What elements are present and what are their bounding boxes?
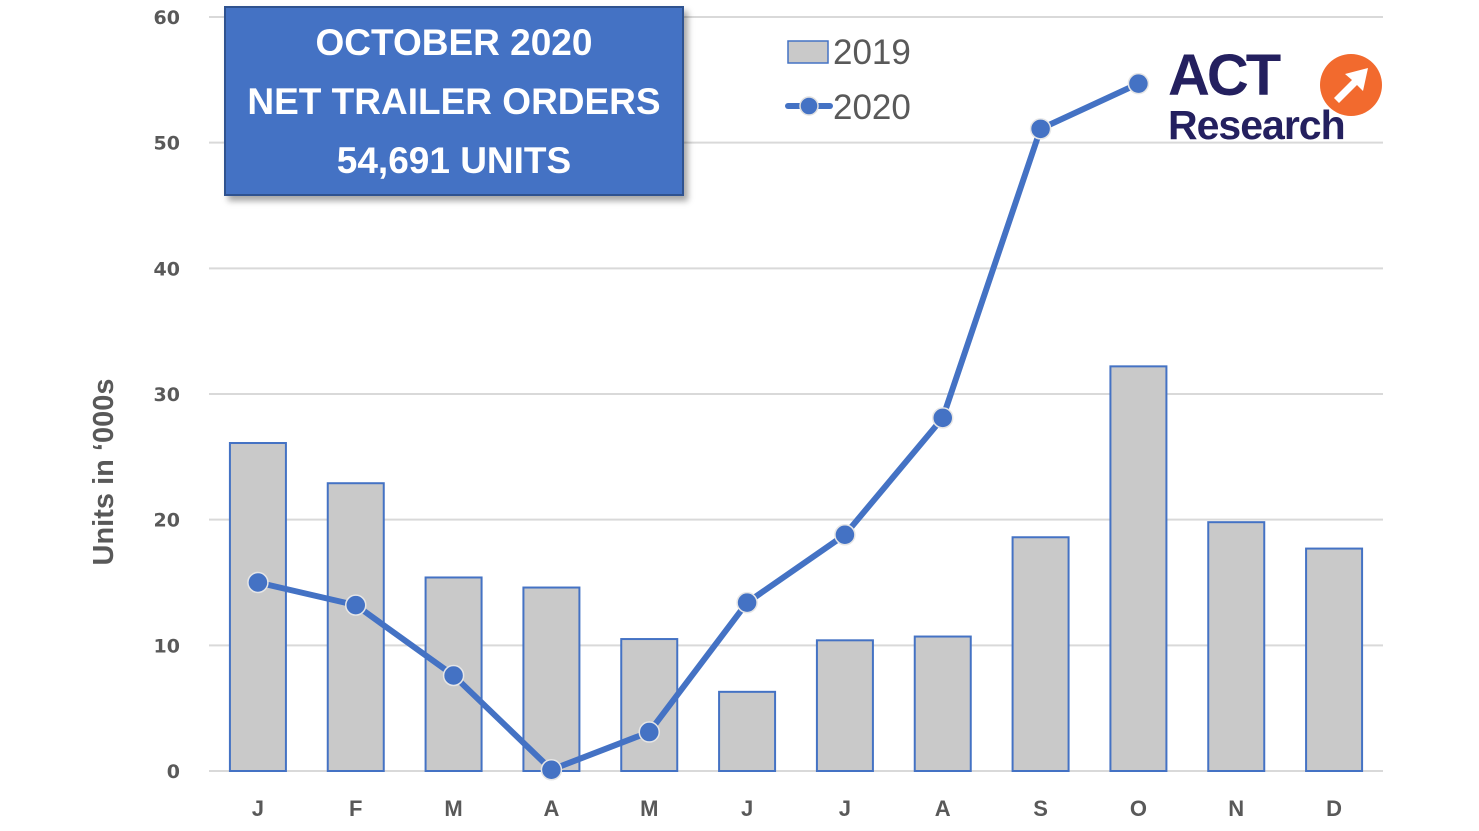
line-path-2020: [257, 80, 1140, 773]
x-tick-label: M: [640, 796, 658, 821]
x-tick-label: J: [252, 796, 264, 821]
bar-2019: [1011, 536, 1070, 773]
bar-2019: [1305, 547, 1364, 772]
x-tick-label: A: [935, 796, 951, 821]
y-tick-label: 40: [154, 258, 180, 280]
title-line-2: NET TRAILER ORDERS: [247, 80, 661, 122]
marker-2020: [834, 523, 856, 546]
legend: 2019 2020: [785, 33, 911, 127]
marker-2020: [638, 721, 660, 743]
x-tick-label: J: [741, 796, 753, 821]
y-tick-label: 50: [154, 133, 180, 155]
marker-2020: [932, 407, 954, 429]
x-tick-label: J: [839, 796, 851, 821]
x-tick-label: M: [444, 796, 462, 821]
logo-word-research: Research: [1168, 102, 1346, 148]
marker-2020: [540, 758, 563, 781]
y-tick-label: 30: [154, 384, 180, 406]
y-axis-label: Units in ‘000s: [88, 379, 120, 566]
marker-2020: [1029, 118, 1052, 140]
y-tick-label: 0: [167, 761, 180, 783]
x-tick-label: O: [1130, 796, 1147, 821]
x-tick-label: S: [1033, 796, 1048, 821]
legend-swatch-2020-marker: [799, 96, 819, 116]
marker-2020: [247, 571, 269, 594]
bar-2019: [228, 442, 287, 772]
marker-2020: [442, 664, 465, 687]
bar-2019: [1109, 365, 1168, 772]
bar-2019: [815, 639, 874, 772]
y-tick-label: 20: [154, 510, 180, 532]
bar-2019: [522, 586, 581, 772]
marker-2020: [345, 594, 367, 616]
chart-title-box: OCTOBER 2020 NET TRAILER ORDERS 54,691 U…: [224, 6, 684, 196]
legend-label-2019: 2019: [833, 33, 911, 72]
line-2020: [247, 72, 1150, 781]
x-tick-label: A: [543, 796, 559, 821]
x-tick-label: F: [349, 796, 362, 821]
y-axis-ticks: 0 10 20 30 40 50 60: [154, 7, 180, 783]
x-tick-label: N: [1228, 796, 1244, 821]
legend-label-2020: 2020: [833, 88, 911, 127]
marker-2020: [1127, 72, 1150, 95]
bar-2019: [913, 635, 972, 773]
bar-2019: [1207, 521, 1266, 772]
act-research-logo: ACT Research: [1168, 46, 1388, 152]
x-tick-label: D: [1326, 796, 1342, 821]
marker-2020: [736, 591, 758, 614]
bar-2019: [326, 482, 385, 772]
y-tick-label: 10: [154, 635, 180, 657]
title-line-3: 54,691 UNITS: [336, 139, 572, 181]
y-tick-label: 60: [154, 7, 180, 29]
legend-swatch-2019: [787, 40, 829, 64]
arrow-up-right-circle-icon: [1320, 54, 1382, 116]
bar-2019: [718, 690, 777, 773]
title-line-1: OCTOBER 2020: [315, 21, 593, 63]
logo-word-act: ACT: [1168, 43, 1281, 108]
